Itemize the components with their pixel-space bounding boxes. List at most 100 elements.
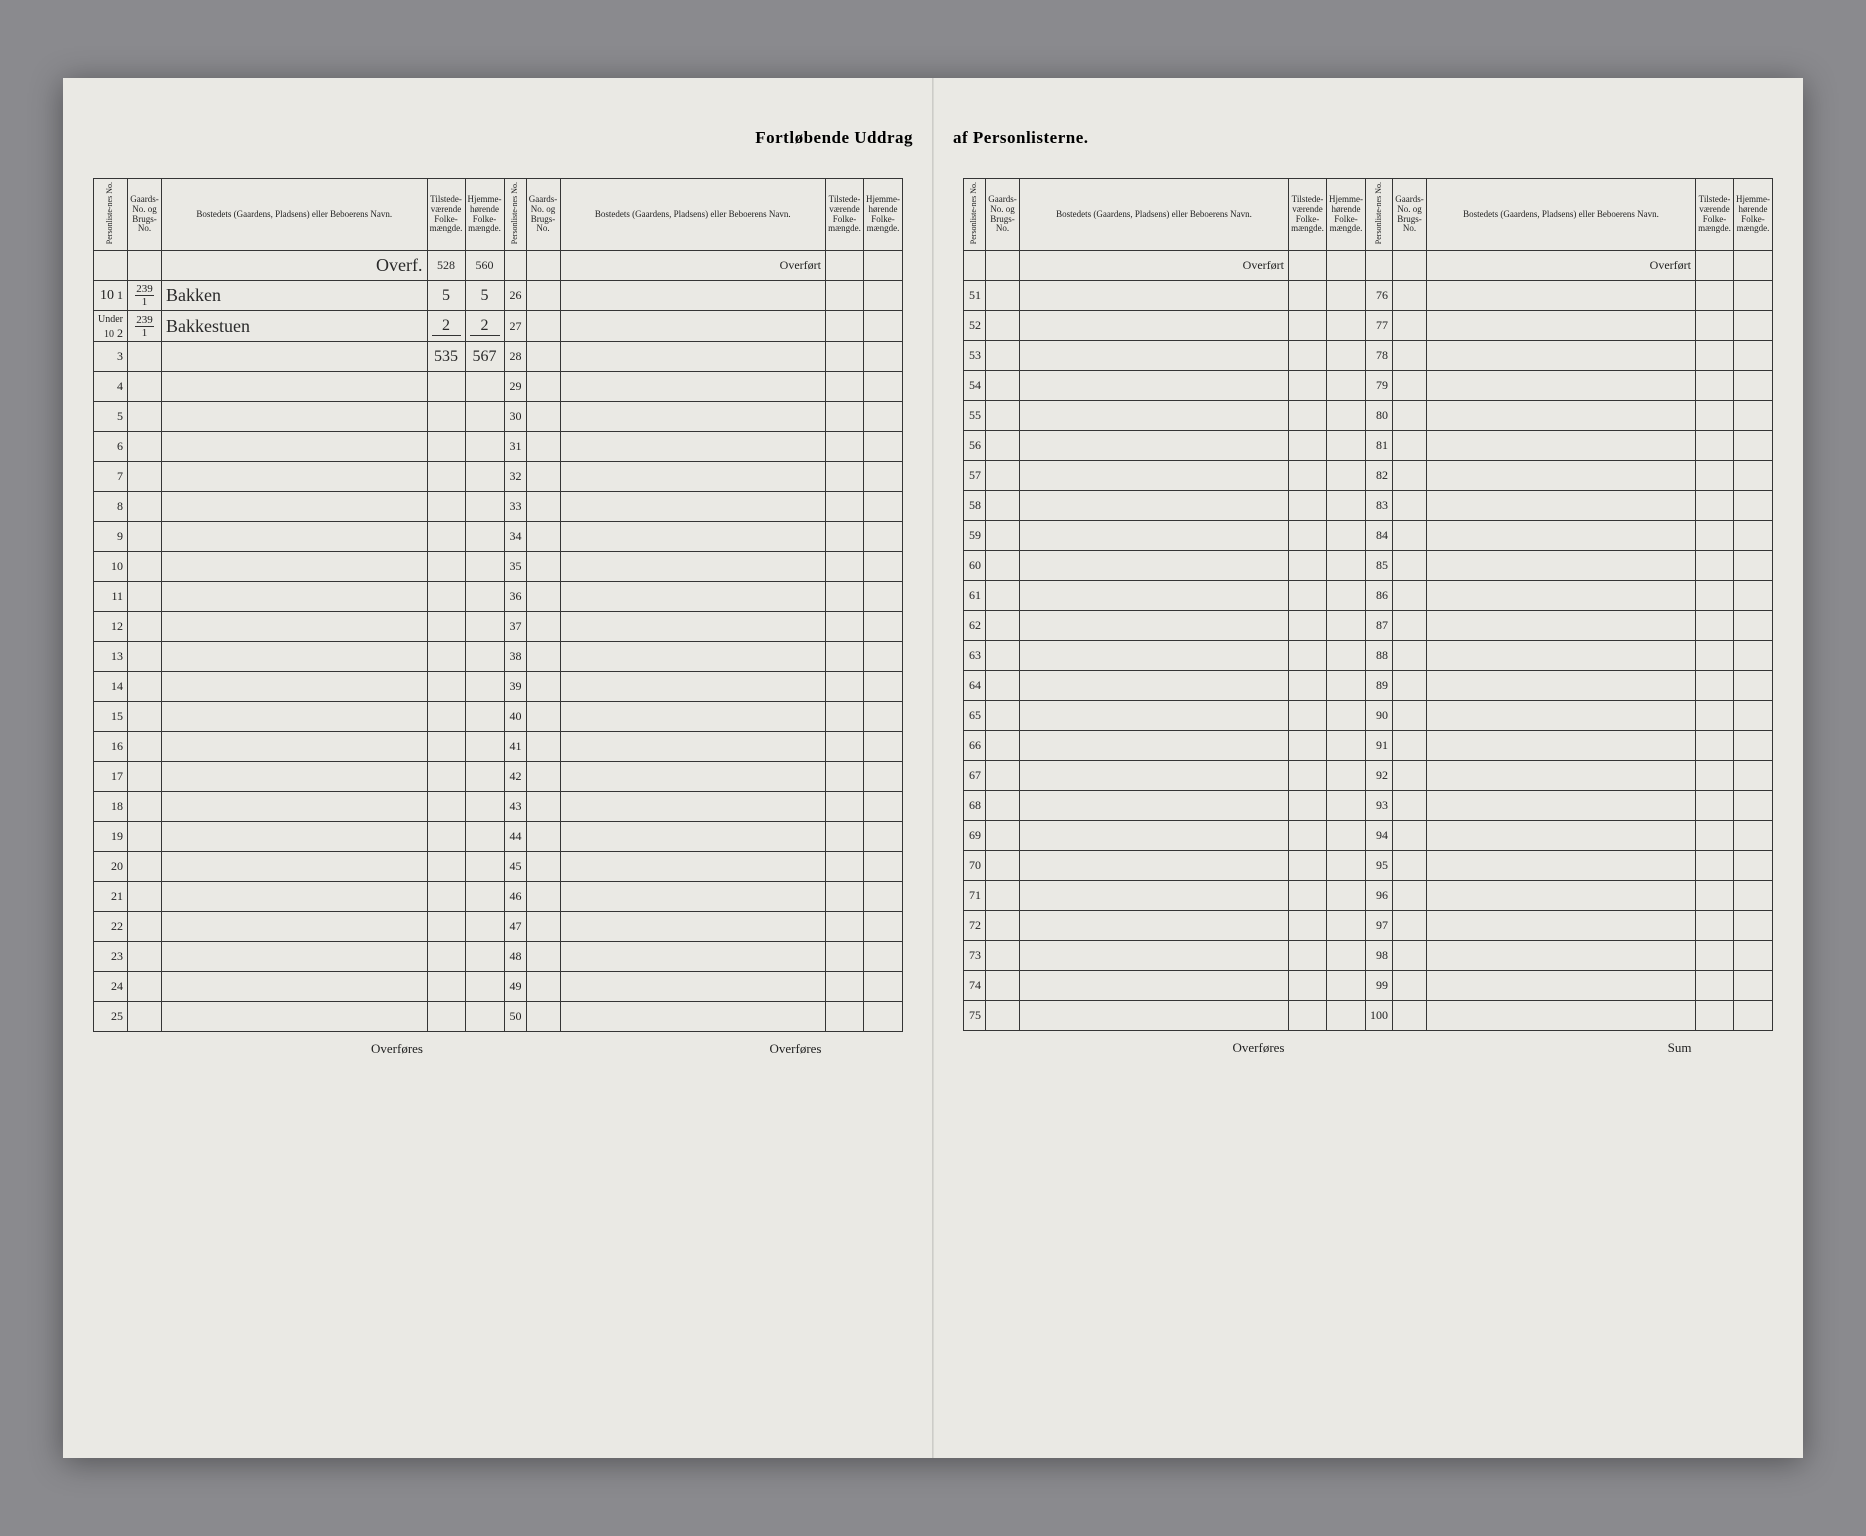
row-number: 80 [1366, 401, 1393, 431]
page-title-right: af Personlisterne. [953, 128, 1089, 148]
row-number: 85 [1366, 551, 1393, 581]
table-row: 5 30 [94, 402, 903, 432]
row-number: 3 [94, 342, 128, 372]
bosted-cell [162, 972, 428, 1002]
row-number: 13 [94, 642, 128, 672]
row-number: 91 [1366, 731, 1393, 761]
header-gaard: Gaards-No. og Brugs-No. [526, 179, 560, 251]
bosted-cell [162, 432, 428, 462]
hjem-cell [465, 642, 504, 672]
row-number: 67 [964, 761, 986, 791]
bosted-cell [162, 912, 428, 942]
table-row: 7196 [964, 881, 1773, 911]
table-row: 1641 [94, 732, 903, 762]
row-number: 84 [1366, 521, 1393, 551]
row-number: 87 [1366, 611, 1393, 641]
row-number: 77 [1366, 311, 1393, 341]
row-number: 78 [1366, 341, 1393, 371]
row-number: 41 [504, 732, 526, 762]
table-row: 7297 [964, 911, 1773, 941]
til-cell [427, 822, 465, 852]
row-number: 45 [504, 852, 526, 882]
header-til: Tilstede-værende Folke-mængde. [1289, 179, 1327, 251]
table-row: 5580 [964, 401, 1773, 431]
row-number: 28 [504, 342, 526, 372]
table-row: 5479 [964, 371, 1773, 401]
table-row: 2449 [94, 972, 903, 1002]
gaard-cell [128, 882, 162, 912]
table-row: 7499 [964, 971, 1773, 1001]
header-bosted: Bostedets (Gaardens, Pladsens) eller Beb… [162, 179, 428, 251]
bosted-cell [162, 522, 428, 552]
row-number: 30 [504, 402, 526, 432]
table-row: 2348 [94, 942, 903, 972]
hjem-cell [465, 732, 504, 762]
hjem-cell [465, 972, 504, 1002]
row-number: 9 [94, 522, 128, 552]
bosted-cell [162, 702, 428, 732]
overfort-row: Overf.528560Overført [94, 251, 903, 281]
table-row: 6388 [964, 641, 1773, 671]
gaard-cell [128, 522, 162, 552]
header-gaard: Gaards-No. og Brugs-No. [986, 179, 1020, 251]
hjem-cell [465, 672, 504, 702]
bosted-cell [162, 672, 428, 702]
bosted-cell [162, 852, 428, 882]
table-row: 5378 [964, 341, 1773, 371]
table-row: 5984 [964, 521, 1773, 551]
header-gaard: Gaards-No. og Brugs-No. [128, 179, 162, 251]
til-cell [427, 912, 465, 942]
table-row: 5883 [964, 491, 1773, 521]
gaard-cell [128, 582, 162, 612]
table-row: 10 12391Bakken5526 [94, 281, 903, 311]
gaard-cell [128, 702, 162, 732]
bosted-cell [162, 822, 428, 852]
row-number: 76 [1366, 281, 1393, 311]
gaard-cell [128, 612, 162, 642]
row-number: 7 [94, 462, 128, 492]
row-number: 44 [504, 822, 526, 852]
gaard-cell [128, 942, 162, 972]
row-number: 47 [504, 912, 526, 942]
hjem-cell [465, 942, 504, 972]
row-number: 88 [1366, 641, 1393, 671]
til-cell: 5 [427, 281, 465, 311]
bosted-cell [162, 402, 428, 432]
row-number: 25 [94, 1002, 128, 1032]
gaard-cell [128, 672, 162, 702]
bosted-cell [162, 342, 428, 372]
hjem-cell [465, 402, 504, 432]
bosted-cell [162, 792, 428, 822]
gaard-cell [128, 792, 162, 822]
row-number: 32 [504, 462, 526, 492]
page-left: Fortløbende Uddrag Personliste-nes No. G… [63, 78, 933, 1458]
header-person: Personliste-nes No. [964, 179, 986, 251]
page-right: af Personlisterne. Personliste-nes No. G… [933, 78, 1803, 1458]
row-number: 60 [964, 551, 986, 581]
til-cell [427, 852, 465, 882]
hjem-cell [465, 792, 504, 822]
row-number: 79 [1366, 371, 1393, 401]
header-bosted: Bostedets (Gaardens, Pladsens) eller Beb… [560, 179, 826, 251]
til-cell [427, 972, 465, 1002]
gaard-cell [128, 852, 162, 882]
row-number: 68 [964, 791, 986, 821]
row-number: 96 [1366, 881, 1393, 911]
row-number: 18 [94, 792, 128, 822]
row-number: 95 [1366, 851, 1393, 881]
table-row: 60 85 [964, 551, 1773, 581]
row-number: 5 [94, 402, 128, 432]
til-cell [427, 402, 465, 432]
row-number: 74 [964, 971, 986, 1001]
gaard-cell [128, 432, 162, 462]
gaard-cell [128, 342, 162, 372]
gaard-cell [128, 732, 162, 762]
hjem-cell [465, 522, 504, 552]
table-row: 6691 [964, 731, 1773, 761]
bosted-cell [162, 732, 428, 762]
row-number: 17 [94, 762, 128, 792]
header-hjem: Hjemme-hørende Folke-mængde. [1327, 179, 1366, 251]
hjem-cell [465, 912, 504, 942]
table-row: 7095 [964, 851, 1773, 881]
row-number: 35 [504, 552, 526, 582]
